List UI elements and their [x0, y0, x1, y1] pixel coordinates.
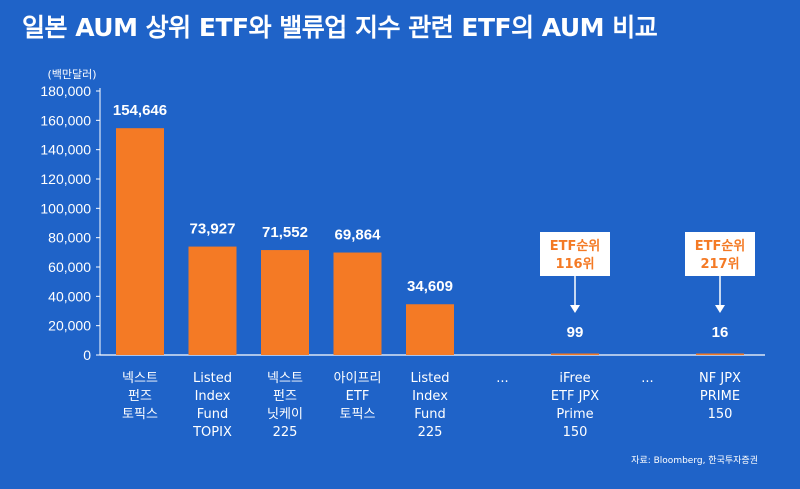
x-category-label: Listed [193, 371, 232, 386]
x-category-label: Fund [197, 407, 229, 422]
data-label: 154,646 [113, 102, 167, 119]
bar [188, 246, 237, 355]
x-category-label: 넥스트 [122, 371, 158, 386]
x-category-label: ETF JPX [551, 389, 599, 404]
rank-callout-text: ETF순위 [550, 239, 601, 254]
x-category-label: 아이프리 [334, 371, 382, 386]
source-note: 자료: Bloomberg, 한국투자증권 [631, 454, 758, 466]
bar [116, 128, 164, 355]
callout-arrow-head [570, 305, 580, 313]
x-category-label: ... [496, 371, 508, 386]
y-tick-label: 120,000 [40, 171, 91, 187]
y-tick-label: 180,000 [40, 83, 91, 99]
bar [333, 252, 382, 355]
y-tick-label: 140,000 [40, 142, 91, 158]
bar [406, 304, 454, 355]
data-label: 99 [567, 324, 584, 341]
rank-callout-box [540, 232, 610, 276]
x-category-label: PRIME [700, 389, 740, 404]
x-category-label: ETF [346, 389, 370, 404]
y-tick-label: 80,000 [48, 230, 91, 246]
x-category-label: Fund [414, 407, 446, 422]
rank-callout-text: 116위 [555, 257, 594, 272]
x-category-label: iFree [559, 371, 590, 386]
data-label: 71,552 [262, 224, 308, 241]
x-category-label: 펀즈 [128, 389, 152, 404]
x-category-label: 펀즈 [273, 389, 297, 404]
y-tick-label: 0 [83, 347, 91, 363]
bar [551, 353, 599, 355]
y-tick-label: 60,000 [48, 259, 91, 275]
x-category-label: 150 [563, 425, 588, 440]
x-category-label: Listed [411, 371, 450, 386]
data-label: 16 [712, 324, 729, 341]
x-category-label: TOPIX [192, 425, 232, 440]
y-tick-label: 100,000 [40, 200, 91, 216]
x-category-label: Prime [556, 407, 593, 422]
x-category-label: 닛케이 [267, 407, 303, 422]
bar [696, 353, 744, 355]
x-category-label: Index [195, 389, 231, 404]
callout-arrow-head [715, 305, 725, 313]
x-category-label: 토픽스 [340, 407, 376, 422]
data-label: 34,609 [407, 278, 453, 295]
data-label: 69,864 [335, 227, 382, 244]
x-category-label: 225 [273, 425, 298, 440]
x-category-label: ... [641, 371, 653, 386]
x-category-label: 225 [418, 425, 443, 440]
data-label: 73,927 [190, 221, 236, 238]
y-tick-label: 160,000 [40, 112, 91, 128]
bar [261, 250, 309, 355]
y-tick-label: 40,000 [48, 288, 91, 304]
rank-callout-text: ETF순위 [695, 239, 746, 254]
x-category-label: 150 [708, 407, 733, 422]
x-category-label: NF JPX [699, 371, 741, 386]
chart-title: 일본 AUM 상위 ETF와 밸류업 지수 관련 ETF의 AUM 비교 [22, 13, 658, 42]
rank-callout-text: 217위 [700, 257, 739, 272]
rank-callout-box [685, 232, 755, 276]
x-category-label: 넥스트 [267, 371, 303, 386]
y-axis-unit-label: (백만달러) [47, 68, 96, 81]
x-category-label: Index [412, 389, 448, 404]
x-category-label: 토픽스 [122, 407, 158, 422]
y-tick-label: 20,000 [48, 318, 91, 334]
